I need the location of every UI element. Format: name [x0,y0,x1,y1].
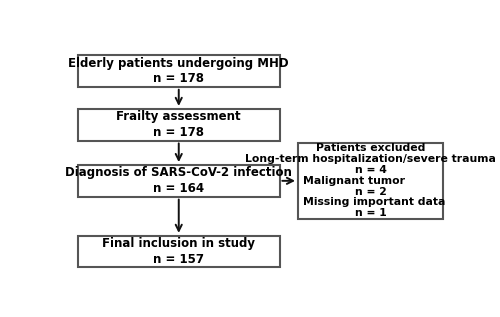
Text: Malignant tumor: Malignant tumor [302,176,404,186]
Text: n = 178: n = 178 [153,72,204,85]
FancyBboxPatch shape [78,109,280,140]
Text: Diagnosis of SARS-CoV-2 infection: Diagnosis of SARS-CoV-2 infection [66,166,292,179]
Text: Frailty assessment: Frailty assessment [116,110,241,123]
Text: Patients excluded: Patients excluded [316,143,425,153]
FancyBboxPatch shape [78,165,280,197]
FancyBboxPatch shape [78,236,280,268]
Text: Long-term hospitalization/severe trauma: Long-term hospitalization/severe trauma [245,154,496,164]
FancyBboxPatch shape [298,143,443,219]
Text: Missing important data: Missing important data [302,197,445,207]
Text: n = 178: n = 178 [153,126,204,139]
Text: Final inclusion in study: Final inclusion in study [102,237,256,250]
Text: n = 164: n = 164 [153,182,204,195]
Text: n = 4: n = 4 [354,165,386,175]
FancyBboxPatch shape [78,55,280,87]
Text: n = 157: n = 157 [153,253,204,266]
Text: Elderly patients undergoing MHD: Elderly patients undergoing MHD [68,56,289,69]
Text: n = 1: n = 1 [354,208,386,218]
Text: n = 2: n = 2 [354,187,386,197]
